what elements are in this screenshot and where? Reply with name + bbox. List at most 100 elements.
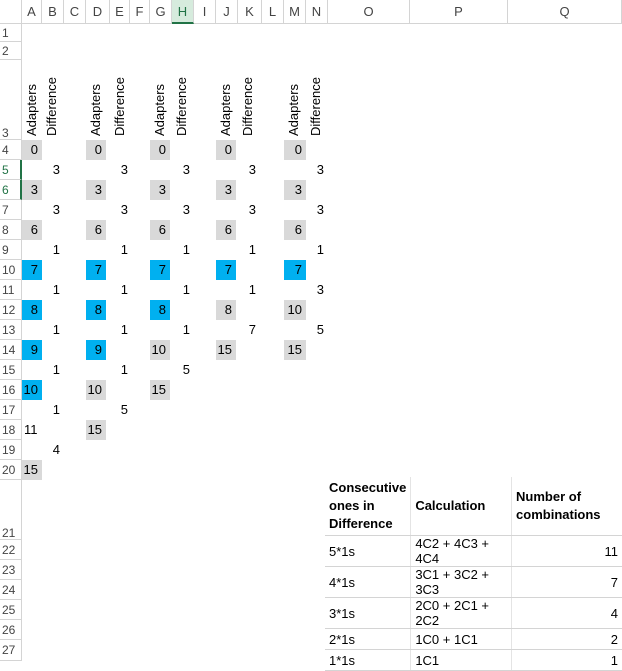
column-header-c[interactable]: C <box>64 0 86 24</box>
row-header-9[interactable]: 9 <box>0 240 22 260</box>
difference-cell[interactable]: 3 <box>316 202 324 217</box>
difference-cell[interactable]: 3 <box>248 162 256 177</box>
row-header-15[interactable]: 15 <box>0 360 22 380</box>
adapter-cell[interactable]: 7 <box>150 260 170 280</box>
row-header-16[interactable]: 16 <box>0 380 22 400</box>
difference-cell[interactable]: 5 <box>316 322 324 337</box>
cell[interactable]: 1*1s <box>325 649 412 671</box>
row-header-23[interactable]: 23 <box>0 560 22 580</box>
column-header-m[interactable]: M <box>284 0 306 24</box>
column-header-p[interactable]: P <box>410 0 508 24</box>
adapter-cell[interactable]: 3 <box>284 180 306 200</box>
difference-cell[interactable]: 1 <box>52 322 60 337</box>
adapter-cell[interactable]: 0 <box>150 140 170 160</box>
difference-cell[interactable]: 3 <box>316 282 324 297</box>
row-header-19[interactable]: 19 <box>0 440 22 460</box>
adapter-cell[interactable]: 9 <box>22 340 42 360</box>
difference-cell[interactable]: 3 <box>120 202 128 217</box>
row-header-6[interactable]: 6 <box>0 180 22 200</box>
adapter-cell[interactable]: 7 <box>284 260 306 280</box>
header-number-of-combinations[interactable]: Number of combinations <box>511 477 622 536</box>
difference-cell[interactable]: 1 <box>52 362 60 377</box>
column-header-d[interactable]: D <box>86 0 110 24</box>
column-header-k[interactable]: K <box>238 0 262 24</box>
difference-cell[interactable]: 1 <box>52 402 60 417</box>
adapter-cell[interactable]: 7 <box>86 260 106 280</box>
row-header-3[interactable]: 3 <box>0 60 22 140</box>
adapter-cell[interactable]: 8 <box>150 300 170 320</box>
row-header-10[interactable]: 10 <box>0 260 22 280</box>
adapter-cell[interactable]: 6 <box>284 220 306 240</box>
difference-cell[interactable]: 1 <box>120 362 128 377</box>
adapter-cell[interactable]: 0 <box>216 140 236 160</box>
row-header-13[interactable]: 13 <box>0 320 22 340</box>
adapter-cell[interactable]: 0 <box>22 140 42 160</box>
row-header-4[interactable]: 4 <box>0 140 22 160</box>
adapter-cell[interactable]: 10 <box>22 380 42 400</box>
cell[interactable]: 1C1 <box>410 649 513 671</box>
cell[interactable]: 3*1s <box>325 597 412 629</box>
column-header-i[interactable]: I <box>194 0 216 24</box>
row-header-22[interactable]: 22 <box>0 540 22 560</box>
adapter-cell[interactable]: 6 <box>86 220 106 240</box>
cell[interactable]: 3C1 + 3C2 + 3C3 <box>410 566 513 598</box>
difference-cell[interactable]: 3 <box>52 202 60 217</box>
difference-cell[interactable]: 1 <box>120 322 128 337</box>
cell[interactable]: 1C0 + 1C1 <box>410 628 513 650</box>
adapter-cell[interactable]: 0 <box>86 140 106 160</box>
row-header-5[interactable]: 5 <box>0 160 22 180</box>
difference-cell[interactable]: 3 <box>182 162 190 177</box>
difference-cell[interactable]: 1 <box>120 242 128 257</box>
adapter-cell[interactable]: 3 <box>86 180 106 200</box>
row-header-8[interactable]: 8 <box>0 220 22 240</box>
column-header-q[interactable]: Q <box>508 0 622 24</box>
cell[interactable]: 4C2 + 4C3 + 4C4 <box>410 535 513 567</box>
column-header-h[interactable]: H <box>172 0 194 24</box>
column-header-l[interactable]: L <box>262 0 284 24</box>
adapter-cell[interactable]: 8 <box>216 300 236 320</box>
adapter-cell[interactable]: 15 <box>86 420 106 440</box>
row-header-12[interactable]: 12 <box>0 300 22 320</box>
adapter-cell[interactable]: 10 <box>150 340 170 360</box>
difference-cell[interactable]: 1 <box>182 282 190 297</box>
row-header-17[interactable]: 17 <box>0 400 22 420</box>
difference-cell[interactable]: 3 <box>248 202 256 217</box>
adapter-cell[interactable]: 3 <box>150 180 170 200</box>
difference-cell[interactable]: 1 <box>316 242 324 257</box>
column-header-j[interactable]: J <box>216 0 238 24</box>
difference-cell[interactable]: 5 <box>182 362 190 377</box>
difference-cell[interactable]: 3 <box>52 162 60 177</box>
difference-cell[interactable]: 4 <box>52 442 60 457</box>
adapter-cell[interactable]: 15 <box>22 460 42 480</box>
row-header-18[interactable]: 18 <box>0 420 22 440</box>
adapter-cell[interactable]: 8 <box>86 300 106 320</box>
difference-cell[interactable]: 1 <box>182 322 190 337</box>
row-header-24[interactable]: 24 <box>0 580 22 600</box>
row-header-7[interactable]: 7 <box>0 200 22 220</box>
row-header-27[interactable]: 27 <box>0 640 22 661</box>
difference-cell[interactable]: 5 <box>120 402 128 417</box>
row-header-14[interactable]: 14 <box>0 340 22 360</box>
adapter-cell[interactable]: 8 <box>22 300 42 320</box>
difference-cell[interactable]: 1 <box>248 282 256 297</box>
adapter-cell[interactable]: 7 <box>216 260 236 280</box>
cell[interactable]: 2*1s <box>325 628 412 650</box>
difference-cell[interactable]: 3 <box>182 202 190 217</box>
cell[interactable]: 4*1s <box>325 566 412 598</box>
adapter-cell[interactable]: 11 <box>24 422 38 437</box>
column-header-f[interactable]: F <box>130 0 150 24</box>
column-header-b[interactable]: B <box>42 0 64 24</box>
cell[interactable]: 4 <box>511 597 622 629</box>
difference-cell[interactable]: 1 <box>52 242 60 257</box>
column-header-a[interactable]: A <box>22 0 42 24</box>
adapter-cell[interactable]: 6 <box>22 220 42 240</box>
row-header-11[interactable]: 11 <box>0 280 22 300</box>
adapter-cell[interactable]: 15 <box>150 380 170 400</box>
adapter-cell[interactable]: 3 <box>22 180 42 200</box>
difference-cell[interactable]: 7 <box>248 322 256 337</box>
cell[interactable]: 2 <box>511 628 622 650</box>
adapter-cell[interactable]: 10 <box>284 300 306 320</box>
row-header-2[interactable]: 2 <box>0 42 22 60</box>
adapter-cell[interactable]: 7 <box>22 260 42 280</box>
column-header-e[interactable]: E <box>110 0 130 24</box>
